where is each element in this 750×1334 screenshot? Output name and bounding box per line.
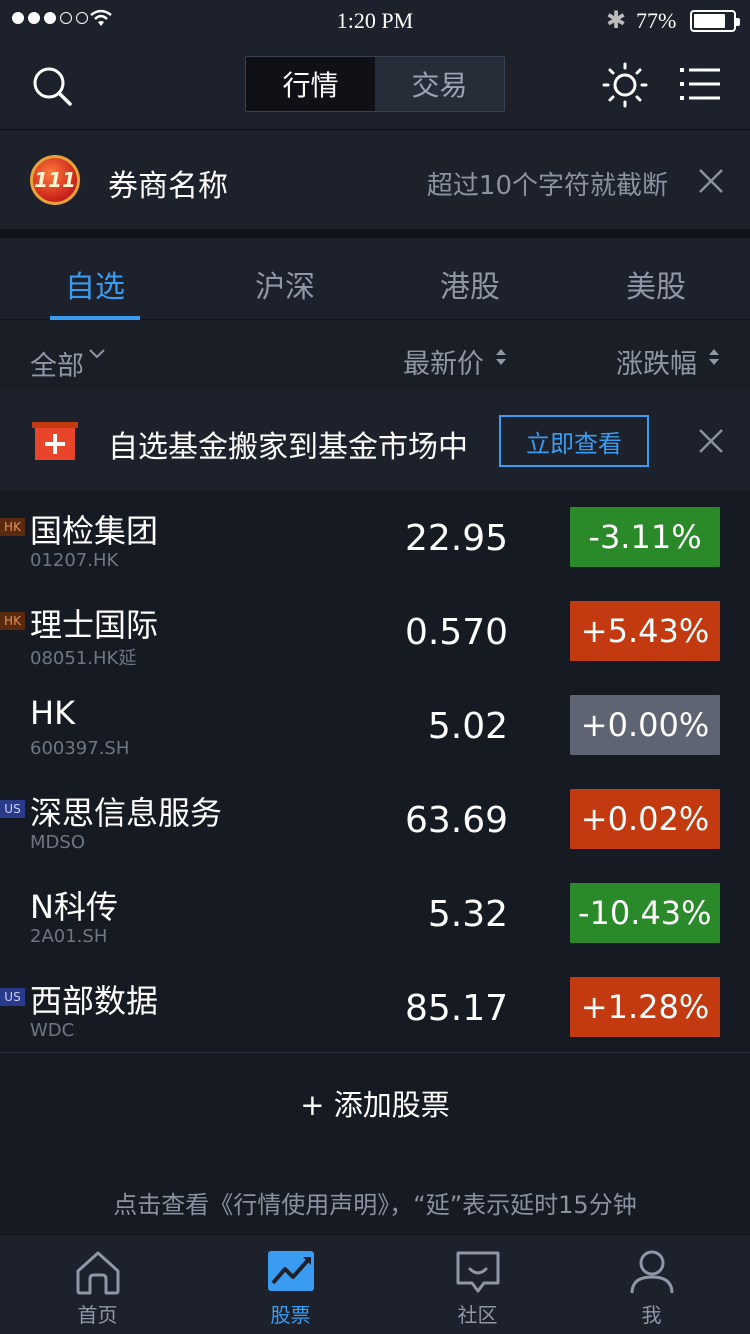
stock-row[interactable]: US 西部数据 WDC 85.17 +1.28% [0, 962, 750, 1056]
stock-code: WDC [30, 1020, 75, 1041]
section-gap [0, 229, 750, 238]
stock-code: MDSO [30, 832, 85, 853]
promo-banner: 自选基金搬家到基金市场中 立即查看 [0, 390, 750, 490]
tab-us-stocks[interactable]: 美股 [626, 270, 686, 305]
theme-sun-icon[interactable] [602, 62, 648, 108]
market-badge: HK [0, 518, 25, 536]
change-badge[interactable]: -10.43% [570, 883, 720, 943]
broker-note: 超过10个字符就截断 [426, 171, 668, 201]
tab-home[interactable]: 首页 [4, 1235, 191, 1334]
tab-stocks[interactable]: 股票 [197, 1235, 384, 1334]
view-now-button[interactable]: 立即查看 [499, 415, 649, 467]
chevron-down-icon [89, 349, 105, 359]
tab-label: 首页 [77, 1303, 118, 1327]
tab-community[interactable]: 社区 [384, 1235, 571, 1334]
change-badge[interactable]: +5.43% [570, 601, 720, 661]
stock-price: 5.32 [427, 894, 508, 935]
sort-icon [709, 349, 719, 365]
stock-list: HK 国检集团 01207.HK 22.95 -3.11% HK 理士国际 08… [0, 492, 750, 1056]
bluetooth-icon: ✱ [606, 6, 627, 34]
price-column-label: 最新价 [403, 349, 484, 380]
filter-dropdown[interactable]: 全部 [30, 344, 105, 383]
change-badge[interactable]: -3.11% [570, 507, 720, 567]
broker-name[interactable]: 券商名称 [108, 169, 228, 204]
tab-label: 社区 [457, 1303, 498, 1327]
stock-price: 63.69 [404, 800, 508, 841]
home-icon [76, 1251, 119, 1295]
user-icon [630, 1250, 673, 1294]
tab-shanghai-shenzhen[interactable]: 沪深 [255, 270, 315, 305]
stock-row[interactable]: N科传 2A01.SH 5.32 -10.43% [0, 868, 750, 962]
segment-trade[interactable]: 交易 [375, 57, 504, 111]
filter-label: 全部 [30, 351, 84, 382]
stock-name: 理士国际 [30, 606, 159, 644]
stock-code: 2A01.SH [30, 926, 108, 947]
bottom-tab-bar: 首页 股票 社区 我 [0, 1234, 750, 1334]
column-header: 全部 最新价 涨跌幅 [0, 320, 750, 390]
tab-label: 股票 [270, 1303, 311, 1327]
stock-name: 国检集团 [30, 512, 159, 550]
close-promo-icon[interactable] [698, 428, 724, 454]
tab-hong-kong[interactable]: 港股 [440, 270, 500, 305]
add-stock-button[interactable]: + 添加股票 [300, 1088, 450, 1122]
divider [0, 1052, 750, 1053]
signal-strength-icon [12, 12, 88, 24]
stock-name: 深思信息服务 [30, 794, 223, 832]
change-column-label: 涨跌幅 [616, 349, 697, 380]
close-icon[interactable] [698, 168, 724, 194]
stock-row[interactable]: HK 600397.SH 5.02 +0.00% [0, 680, 750, 774]
tab-me[interactable]: 我 [558, 1235, 745, 1334]
status-bar: 1:20 PM ✱ 77% [0, 0, 750, 40]
add-fund-icon [32, 422, 78, 460]
stock-code: 08051.HK延 [30, 648, 137, 669]
sort-by-price[interactable]: 最新价 [403, 342, 484, 381]
market-badge: HK [0, 612, 25, 630]
stock-code: 600397.SH [30, 738, 130, 759]
wifi-icon [90, 9, 112, 26]
search-icon[interactable] [30, 64, 74, 108]
menu-list-icon[interactable] [680, 66, 720, 102]
change-badge[interactable]: +1.28% [570, 977, 720, 1037]
segment-market[interactable]: 行情 [246, 57, 375, 111]
sort-by-change[interactable]: 涨跌幅 [616, 342, 697, 381]
promo-text: 自选基金搬家到基金市场中 [108, 430, 468, 465]
market-badge: US [0, 800, 25, 818]
market-trade-segmented-control: 行情 交易 [245, 56, 505, 112]
stock-price: 5.02 [427, 706, 508, 747]
market-badge: US [0, 988, 25, 1006]
stock-code: 01207.HK [30, 550, 119, 571]
active-tab-indicator [50, 316, 140, 320]
stock-price: 22.95 [404, 518, 508, 559]
battery-percentage: 77% [636, 8, 677, 33]
battery-icon [690, 10, 740, 32]
stock-price: 0.570 [404, 612, 508, 653]
stock-price: 85.17 [404, 988, 508, 1029]
sort-icon [496, 349, 506, 365]
tab-label: 我 [641, 1303, 662, 1327]
stock-name: N科传 [30, 888, 118, 926]
broker-logo: 111 [30, 155, 80, 205]
market-disclaimer-link[interactable]: 点击查看《行情使用声明》，“延”表示延时15分钟 [113, 1191, 637, 1219]
stock-name: HK [30, 694, 76, 732]
top-nav-bar: 行情 交易 [0, 40, 750, 130]
tab-watchlist[interactable]: 自选 [65, 270, 125, 305]
broker-banner: 111 券商名称 超过10个字符就截断 [0, 131, 750, 229]
stock-row[interactable]: HK 理士国际 08051.HK延 0.570 +5.43% [0, 586, 750, 680]
clock: 1:20 PM [336, 8, 414, 33]
stock-chart-icon [267, 1251, 314, 1291]
chat-bubble-icon [456, 1251, 499, 1293]
stock-row[interactable]: HK 国检集团 01207.HK 22.95 -3.11% [0, 492, 750, 586]
stock-row[interactable]: US 深思信息服务 MDSO 63.69 +0.02% [0, 774, 750, 868]
change-badge[interactable]: +0.02% [570, 789, 720, 849]
stock-name: 西部数据 [30, 982, 159, 1020]
change-badge[interactable]: +0.00% [570, 695, 720, 755]
market-tabs: 自选 沪深 港股 美股 [0, 238, 750, 320]
